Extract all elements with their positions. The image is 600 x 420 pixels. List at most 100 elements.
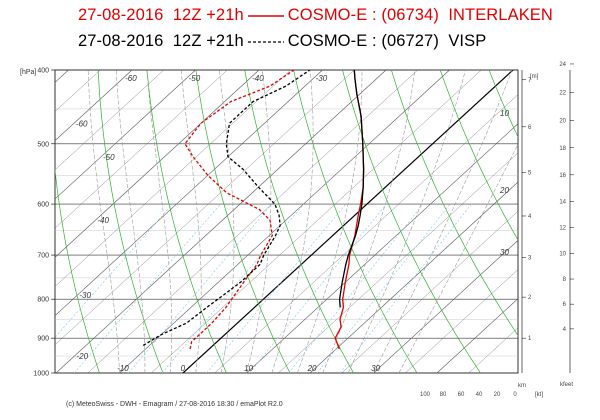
isotherm-labels: -60 -50 -40 -30 -60 -50 -40 -30 -20 10 20 30 bbox=[76, 74, 510, 361]
isotherm-line bbox=[55, 70, 387, 373]
isotherm-line bbox=[182, 70, 514, 373]
wind-tick-label: 80 bbox=[440, 392, 447, 398]
dry-adiabat-line bbox=[293, 70, 418, 373]
isotherm-line bbox=[0, 70, 5, 373]
temperature-tick-label: 10 bbox=[244, 364, 253, 373]
isotherm-line bbox=[214, 94, 518, 373]
height-kfeet-tick-label: 10 bbox=[559, 252, 566, 258]
height-kfeet-tick-label: 12 bbox=[559, 226, 566, 232]
isotherm-label: -50 bbox=[103, 153, 115, 162]
isotherm-label: -60 bbox=[76, 119, 88, 128]
wind-tick-label: 20 bbox=[494, 392, 501, 398]
legend-interlaken-model: COSMO-E : bbox=[287, 6, 377, 24]
moist-adiabat-line bbox=[398, 143, 518, 373]
wind-axis-unit: km bbox=[518, 383, 526, 389]
dry-adiabat-line bbox=[55, 166, 100, 373]
moist-adiabat-line bbox=[297, 70, 363, 373]
dry-adiabat-line bbox=[391, 70, 518, 337]
isotherm-line bbox=[55, 70, 196, 200]
moist-adiabat-line bbox=[322, 70, 416, 373]
dry-adiabat-line bbox=[97, 70, 164, 373]
isotherm-line bbox=[0, 70, 37, 373]
legend-visp-run: 12Z +21h bbox=[172, 32, 244, 50]
height-kfeet-tick-label: 4 bbox=[563, 327, 567, 333]
wind-tick-label: 60 bbox=[458, 392, 465, 398]
legend-visp-date: 27-08-2016 bbox=[78, 32, 164, 50]
adiabat-label: 20 bbox=[499, 186, 509, 195]
legend-visp-model: COSMO-E : bbox=[287, 32, 377, 50]
height-kfeet-tick-label: 18 bbox=[559, 146, 566, 152]
legend-interlaken-name: INTERLAKEN bbox=[448, 6, 553, 24]
mixing-ratio-line bbox=[73, 203, 221, 373]
height-m-tick-label: 4 bbox=[528, 214, 532, 220]
dry-adiabat-line bbox=[195, 70, 291, 373]
isotherm-line bbox=[55, 70, 164, 171]
dry-adiabat-line bbox=[342, 70, 481, 373]
moist-adiabat-line bbox=[180, 70, 202, 373]
pressure-tick-label: 700 bbox=[37, 253, 49, 260]
height-kfeet-tick-label: 6 bbox=[563, 302, 567, 308]
temperature-tick-label: 20 bbox=[307, 364, 317, 373]
isotherm-label: -30 bbox=[316, 74, 328, 83]
mixing-ratio-line bbox=[339, 203, 472, 373]
mixing-ratio-line bbox=[317, 203, 451, 373]
legend-visp-station: (06727) bbox=[381, 32, 439, 50]
pressure-tick-label: 800 bbox=[37, 297, 49, 304]
pressure-tick-label: 600 bbox=[37, 202, 49, 209]
height-m-tick-label: 6 bbox=[528, 125, 532, 131]
dry-adiabat-line bbox=[439, 70, 518, 241]
isotherm-label: -30 bbox=[79, 291, 91, 300]
dry-adiabat-line bbox=[587, 70, 600, 373]
moist-adiabat-line bbox=[87, 70, 120, 373]
height-kfeet-tick-label: 14 bbox=[559, 199, 566, 205]
legend-visp: 27-08-2016 12Z +21h COSMO-E : (06727) VIS… bbox=[78, 32, 486, 51]
height-m-tick-label: 7 bbox=[528, 78, 532, 84]
pressure-tick-label: 400 bbox=[37, 68, 49, 75]
moist-adiabat-line bbox=[246, 70, 272, 373]
mixing-ratio-line bbox=[288, 203, 424, 373]
legend-interlaken: 27-08-2016 12Z +21h COSMO-E : (06734) INT… bbox=[78, 6, 553, 25]
isotherm-line bbox=[373, 239, 518, 373]
isotherm-label: -40 bbox=[97, 216, 109, 225]
mixing-ratio-line bbox=[128, 203, 273, 373]
height-kfeet-tick-label: 16 bbox=[559, 173, 566, 179]
isotherm-line bbox=[55, 70, 355, 346]
isotherm-label: -50 bbox=[189, 74, 201, 83]
isotherm-line bbox=[151, 70, 482, 373]
wind-axis: km 100 80 60 40 20 0 [kt] bbox=[420, 383, 543, 398]
isotherm-line bbox=[309, 181, 518, 373]
pressure-tick-label: 1000 bbox=[33, 371, 49, 378]
pressure-axis: [hPa] 400 500 600 700 800 900 1000 bbox=[20, 68, 55, 378]
wind-tick-label: 0 bbox=[513, 392, 517, 398]
height-axis-m-unit: [m] bbox=[530, 74, 539, 80]
moist-adiabat-line bbox=[373, 70, 513, 373]
isotherm-line bbox=[55, 70, 133, 142]
isotherm-line bbox=[405, 269, 518, 373]
legend-visp-name: VISP bbox=[448, 32, 487, 50]
legend-interlaken-station: (06734) bbox=[381, 6, 439, 24]
height-kfeet-tick-label: 20 bbox=[559, 118, 566, 124]
legend-interlaken-date: 27-08-2016 bbox=[78, 6, 164, 24]
pressure-axis-unit: [hPa] bbox=[20, 69, 36, 76]
mixing-ratio-line bbox=[249, 203, 387, 373]
background-grid bbox=[0, 70, 600, 373]
height-m-tick-label: 5 bbox=[528, 170, 532, 176]
moist-adiabat-line bbox=[219, 70, 235, 373]
moist-adiabat-line bbox=[271, 70, 314, 373]
height-kfeet-tick-label: 22 bbox=[559, 90, 566, 96]
height-axis-kfeet-unit: kfeet bbox=[560, 382, 573, 388]
profile-series bbox=[142, 70, 365, 350]
legend-visp-line-sample bbox=[247, 41, 284, 43]
isotherm-line bbox=[278, 152, 518, 373]
isotherm-label: -20 bbox=[76, 352, 88, 361]
mixing-ratio-line bbox=[206, 203, 347, 373]
moist-adiabat-line bbox=[115, 70, 146, 373]
series-visp-temperature bbox=[338, 70, 365, 308]
dry-adiabat-line bbox=[538, 70, 600, 373]
mixing-ratio-line bbox=[161, 203, 305, 373]
dry-adiabat-line bbox=[0, 70, 36, 373]
height-kfeet-tick-label: 8 bbox=[563, 277, 567, 283]
wind-axis-kt-unit: [kt] bbox=[535, 392, 543, 398]
isotherm-line bbox=[87, 70, 418, 373]
